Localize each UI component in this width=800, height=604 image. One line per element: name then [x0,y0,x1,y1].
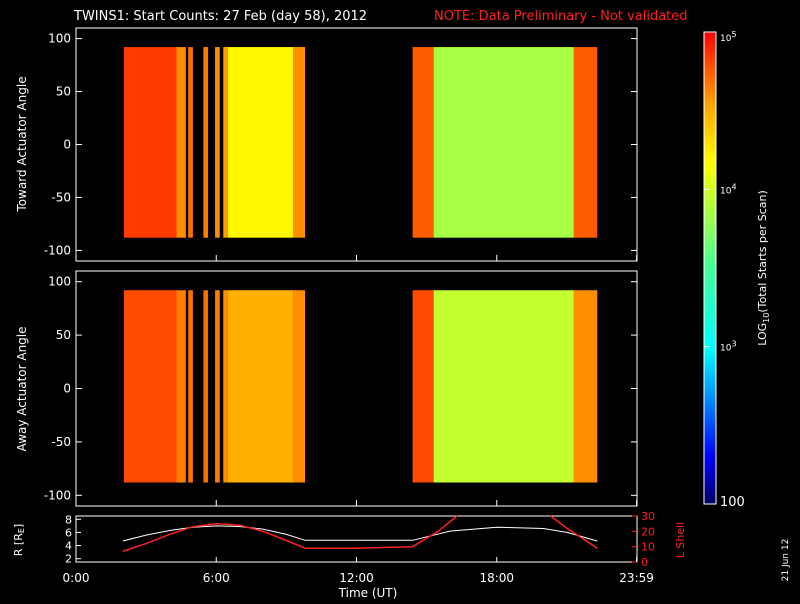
away-ytick-label: -100 [44,488,71,502]
colorbar-tick-label: 105 [720,30,737,44]
away-heatmap [123,290,598,483]
x-tick-label: 23:59 [619,571,654,585]
x-tick-label: 12:00 [339,571,374,585]
orbit-left-tick-label: 6 [65,526,72,539]
orbit-lines [122,515,598,553]
away-block-3 [203,290,209,483]
away-block-9 [433,290,574,483]
away-ytick-label: 50 [56,328,71,342]
colorbar-label: LOG10(Total Starts per Scan) [756,190,771,346]
colorbar-tick-label: 100 [720,495,745,510]
toward-y-axis: -100 -50 0 50 100 [44,32,638,261]
x-tick-label: 18:00 [479,571,514,585]
toward-heatmap [123,47,598,238]
away-block-6 [227,290,294,483]
l-shell-series-line-2 [550,515,598,549]
data-note: NOTE: Data Preliminary - Not validated [434,9,688,24]
orbit-right-tick-label: 30 [641,510,655,523]
away-y-label: Away Actuator Angle [15,326,29,451]
colorbar-tick-label: 104 [720,182,737,196]
away-block-10 [573,290,598,483]
orbit-left-tick-label: 4 [65,540,72,553]
toward-block-6 [227,47,294,238]
away-ytick-label: 0 [63,382,71,396]
toward-block-8 [412,47,434,238]
toward-block-7 [293,47,306,238]
away-block-7 [293,290,306,483]
x-axis-label: Time (UT) [338,586,398,600]
away-block-0 [123,290,177,483]
toward-block-2 [188,47,193,238]
orbit-panel-frame [75,515,638,563]
toward-y-label: Toward Actuator Angle [15,76,29,212]
orbit-x-axis: 0:00 6:00 12:00 18:00 23:59 [63,557,654,585]
toward-block-0 [123,47,177,238]
toward-block-1 [176,47,186,238]
toward-block-10 [573,47,598,238]
l-shell-series-line-1 [122,515,458,553]
toward-block-9 [433,47,574,238]
toward-ytick-label: 100 [48,32,71,46]
orbit-left-label: R [RE] [12,524,26,556]
away-panel: -100 -50 0 50 100 Away Actuator Angle [15,270,638,507]
toward-panel: -100 -50 0 50 100 Toward Actuator Angle [15,27,638,262]
orbit-right-tick-label: 10 [641,541,655,554]
toward-block-3 [203,47,209,238]
r-series-line [122,525,598,542]
away-y-axis: -100 -50 0 50 100 [44,275,638,506]
colorbar-tick-label: 103 [720,340,737,354]
away-block-8 [412,290,434,483]
away-ytick-label: 100 [48,275,71,289]
orbit-right-label: L Shell [674,522,687,558]
away-block-1 [176,290,186,483]
away-block-4 [215,290,220,483]
x-tick-label: 6:00 [203,571,230,585]
orbit-right-axis: 0 10 20 30 [632,510,655,569]
x-tick-label: 0:00 [63,571,90,585]
toward-block-5 [223,47,228,238]
toward-ytick-label: 50 [56,85,71,99]
orbit-left-tick-label: 8 [65,513,72,526]
plot-title: TWINS1: Start Counts: 27 Feb (day 58), 2… [73,9,367,24]
toward-ytick-label: -50 [51,190,71,204]
away-ytick-label: -50 [51,435,71,449]
toward-ytick-label: -100 [44,243,71,257]
toward-block-4 [215,47,220,238]
away-block-2 [188,290,193,483]
colorbar: 100 103 104 105 LOG10(Total Starts per Scan… [703,30,771,510]
toward-ytick-label: 0 [63,138,71,152]
date-stamp: 21 Jun 12 [781,539,791,582]
orbit-left-tick-label: 2 [65,553,72,566]
away-block-5 [223,290,228,483]
orbit-right-tick-label: 20 [641,525,655,538]
colorbar-gradient [703,31,717,505]
orbit-right-tick-label: 0 [641,556,648,569]
